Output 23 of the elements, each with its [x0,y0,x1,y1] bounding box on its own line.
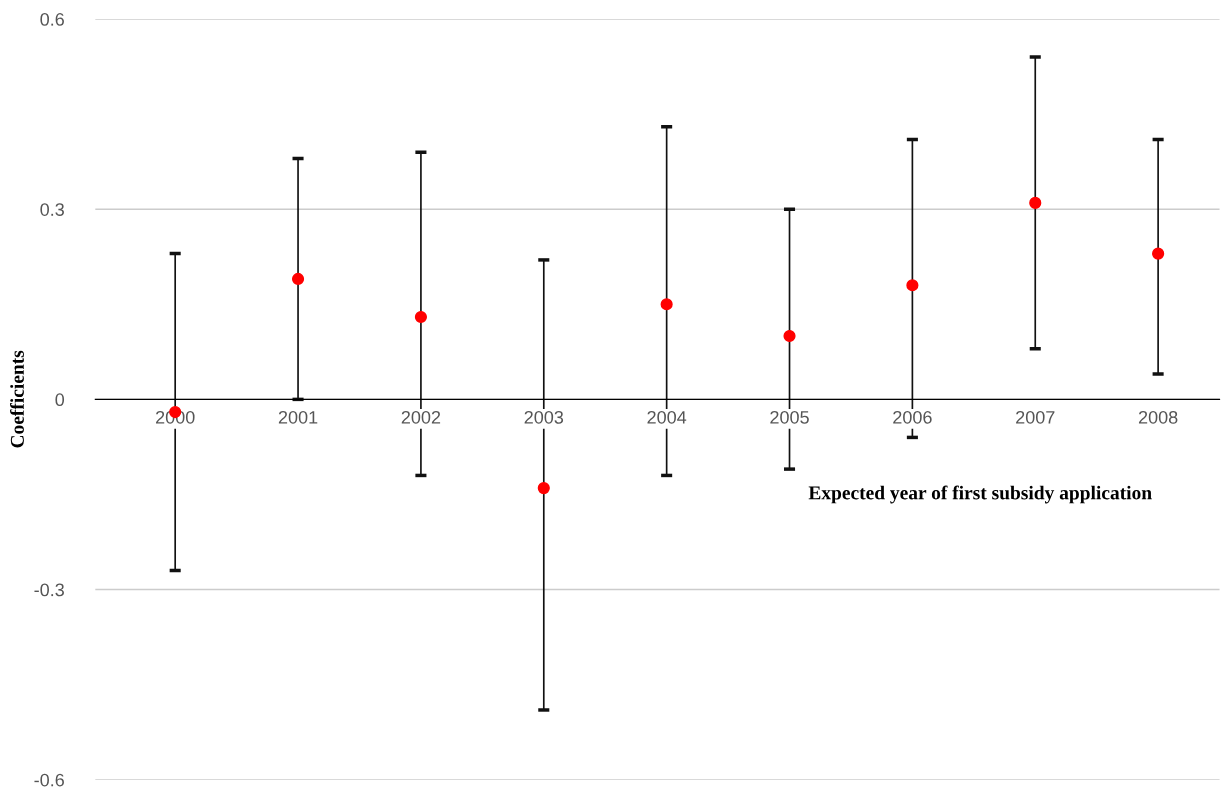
y-axis-title: Coefficients [10,350,24,448]
point [660,298,673,311]
point [906,279,919,292]
x-tick-label: 2008 [1138,410,1178,424]
x-tick-label: 2003 [524,410,564,424]
point [1029,196,1042,209]
point [1152,247,1165,260]
x-tick-label: 2005 [770,410,809,424]
x-axis-title: Expected year of first subsidy application [808,485,1152,504]
y-tick-label: 0 [55,393,65,407]
y-tick-label: -0.3 [34,583,64,597]
x-tick-label: 2007 [1016,410,1055,424]
point [537,482,550,495]
y-tick-label: 0.6 [40,12,64,26]
point [783,329,796,343]
x-tick-label: 2001 [278,410,318,424]
x-tick-label: 2004 [647,410,687,424]
y-tick-label: 0.3 [40,203,64,216]
x-tick-label: 2006 [893,410,932,424]
point [414,310,427,324]
y-tick-label: -0.6 [34,773,64,787]
point [291,272,305,286]
x-tick-label: 2002 [401,410,441,424]
